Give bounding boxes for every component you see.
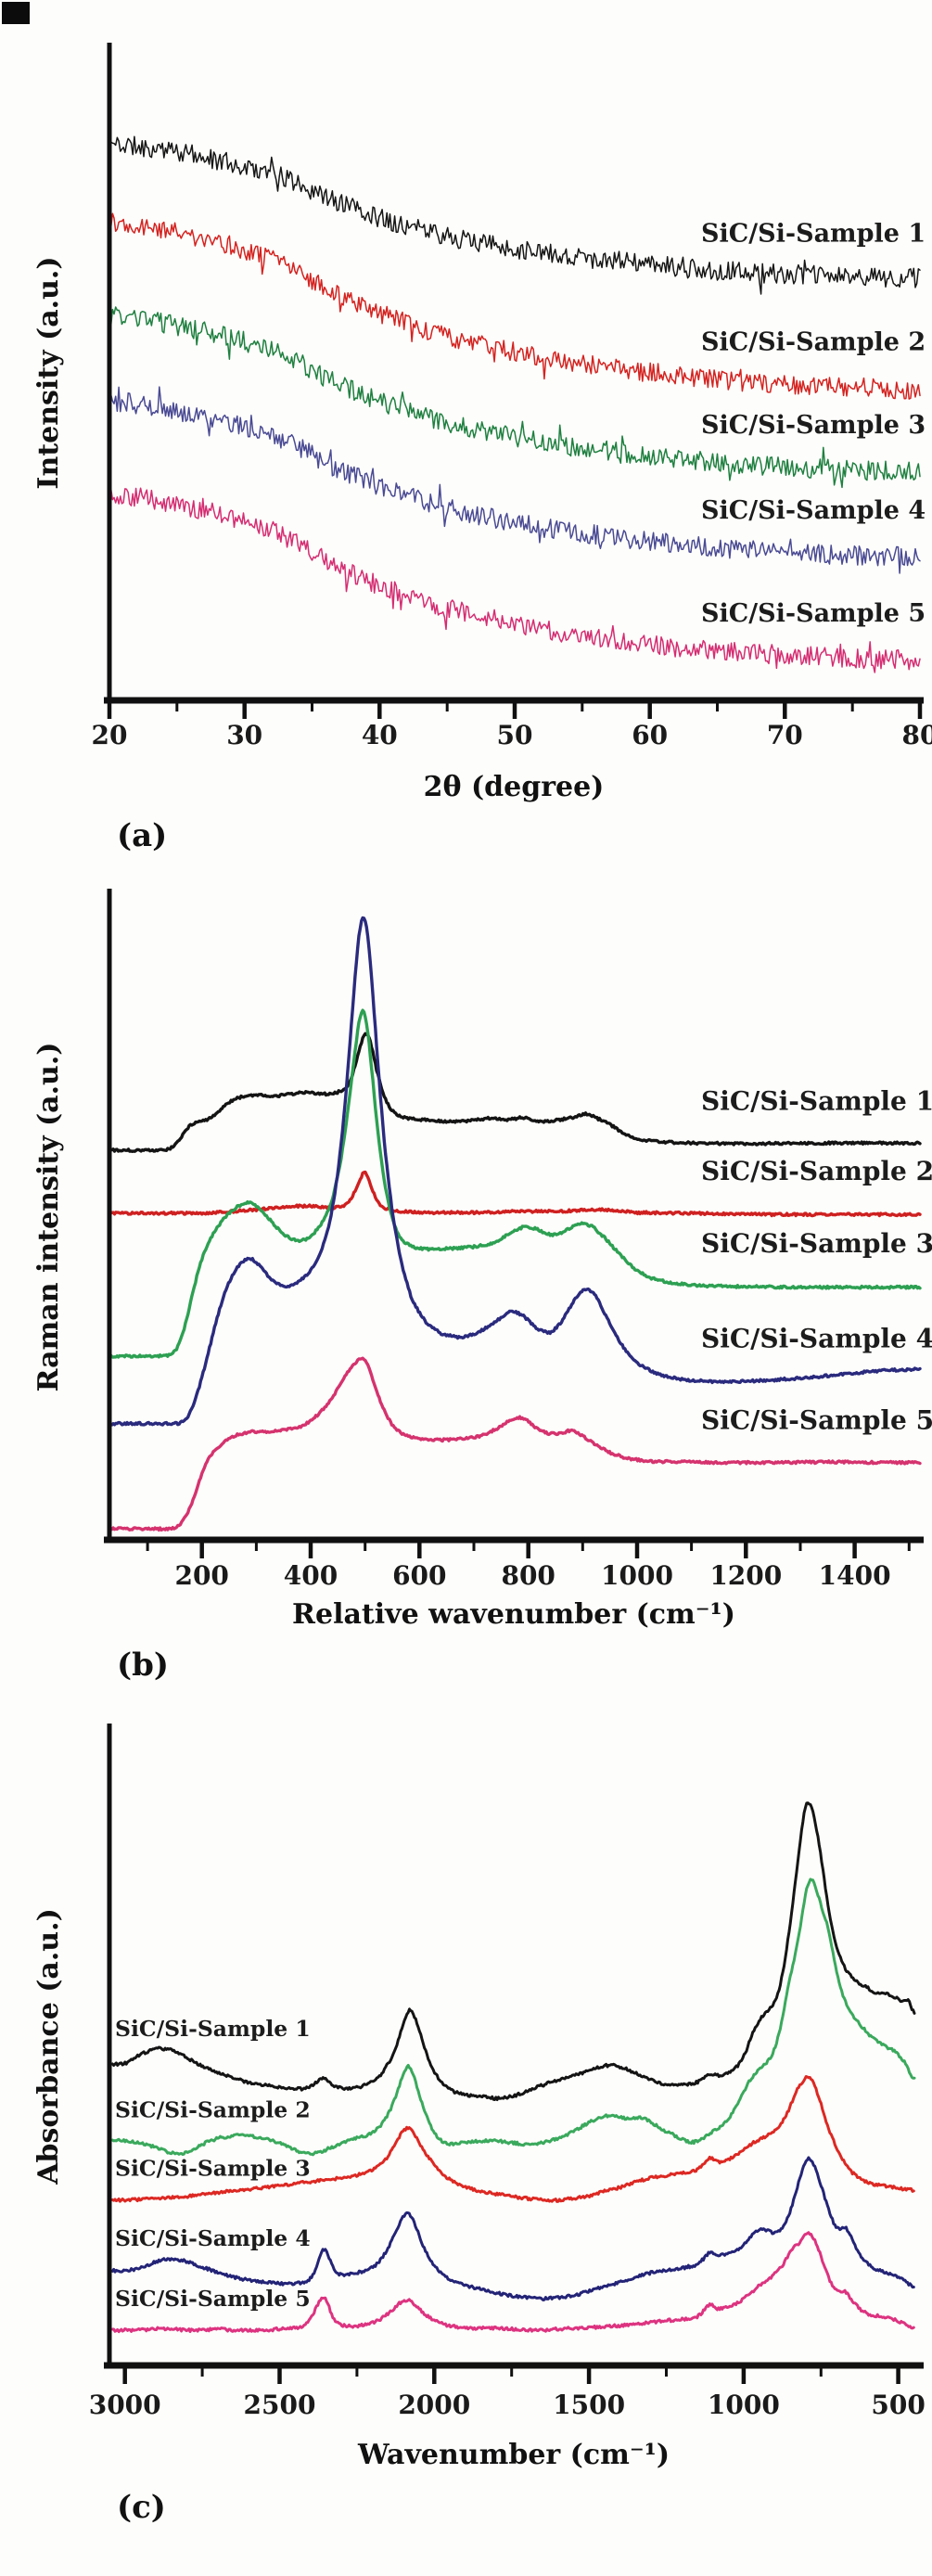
sic-si-sample-5-curve	[110, 2231, 915, 2334]
sic-si-sample-3-label: SiC/Si-Sample 3	[115, 2156, 311, 2182]
panel-c-ticks	[122, 2368, 900, 2384]
sic-si-sample-2-curve	[108, 1170, 922, 1218]
panel-b-xlabel: Relative wavenumber (cm⁻¹)	[292, 1598, 735, 1631]
x-tick-label: 1000	[708, 2390, 780, 2420]
panel-a-ticks	[107, 703, 923, 719]
x-tick-label: 50	[497, 720, 533, 750]
panel-c-ylabel: Absorbance (a.u.)	[32, 1908, 65, 2185]
sic-si-sample-1-curve	[110, 1801, 916, 2101]
panel-a-series	[109, 135, 921, 673]
sic-si-sample-3-curve	[109, 306, 921, 489]
sic-si-sample-5-curve	[109, 485, 921, 673]
sic-si-sample-1-curve	[108, 1032, 922, 1153]
sic-si-sample-5-label: SiC/Si-Sample 5	[701, 599, 926, 628]
x-tick-label: 80	[902, 720, 932, 750]
sic-si-sample-4-curve	[109, 386, 921, 574]
sic-si-sample-1-label: SiC/Si-Sample 1	[701, 219, 926, 248]
sic-si-sample-2-label: SiC/Si-Sample 2	[701, 328, 926, 357]
sic-si-sample-3-label: SiC/Si-Sample 3	[701, 1228, 932, 1259]
x-tick-label: 2000	[398, 2390, 470, 2420]
sic-si-sample-2-curve	[110, 1878, 916, 2157]
panel-a-tick-labels: 20 30 40 50 60 70 80	[92, 720, 932, 750]
panel-c-letter: (c)	[117, 2489, 166, 2526]
x-tick-label: 1000	[601, 1560, 673, 1591]
x-tick-label: 1500	[553, 2390, 625, 2420]
sic-si-sample-4-label: SiC/Si-Sample 4	[115, 2225, 311, 2251]
x-tick-label: 60	[632, 720, 668, 750]
sic-si-sample-5-curve	[108, 1356, 922, 1532]
sic-si-sample-1-label: SiC/Si-Sample 1	[701, 1085, 932, 1116]
panel-a-xlabel: 2θ (degree)	[424, 771, 605, 803]
sic-si-sample-2-label: SiC/Si-Sample 2	[701, 1156, 932, 1186]
x-tick-label: 800	[501, 1560, 555, 1591]
corner-artifact	[2, 2, 30, 24]
panel-c-series	[110, 1801, 916, 2334]
sic-si-sample-5-label: SiC/Si-Sample 5	[701, 1404, 932, 1435]
x-tick-label: 40	[362, 720, 398, 750]
x-tick-label: 600	[392, 1560, 446, 1591]
panel-c-tick-labels: 3000 2500 2000 1500 1000 500	[89, 2390, 926, 2420]
panel-a-ylabel: Intensity (a.u.)	[32, 256, 65, 489]
sic-si-sample-2-curve	[109, 212, 921, 400]
sic-si-sample-3-curve	[110, 2075, 915, 2203]
panel-c-xlabel: Wavenumber (cm⁻¹)	[357, 2439, 670, 2471]
x-tick-label: 400	[284, 1560, 338, 1591]
x-tick-label: 200	[174, 1560, 228, 1591]
panel-b-letter: (b)	[117, 1647, 169, 1684]
x-tick-label: 3000	[89, 2390, 161, 2420]
panel-c-sample-labels: SiC/Si-Sample 1 SiC/Si-Sample 2 SiC/Si-Sam…	[115, 2016, 311, 2312]
panel-b-ticks	[146, 1543, 911, 1558]
sic-si-sample-4-label: SiC/Si-Sample 4	[701, 1324, 932, 1354]
x-tick-label: 2500	[244, 2390, 316, 2420]
sic-si-sample-1-curve	[109, 135, 921, 295]
sic-si-sample-2-label: SiC/Si-Sample 2	[115, 2097, 311, 2123]
x-tick-label: 1200	[709, 1560, 782, 1591]
panel-c: 3000 2500 2000 1500 1000 500 SiC/Si-Sample 1S…	[32, 1724, 926, 2526]
x-tick-label: 500	[871, 2390, 925, 2420]
panel-b-sample-labels: SiC/Si-Sample 1 SiC/Si-Sample 2 SiC/Si-Sam…	[701, 1085, 932, 1435]
panel-b-tick-labels: 200 400 600 800 1000 1200 1400	[174, 1560, 890, 1591]
sic-si-sample-5-label: SiC/Si-Sample 5	[115, 2286, 311, 2312]
sic-si-sample-4-curve	[108, 916, 922, 1427]
sic-si-sample-3-label: SiC/Si-Sample 3	[701, 411, 926, 440]
panel-b-ylabel: Raman intensity (a.u.)	[32, 1042, 65, 1391]
panel-b-series	[108, 916, 922, 1532]
x-tick-label: 70	[767, 720, 803, 750]
x-tick-label: 20	[92, 720, 128, 750]
sic-si-sample-4-curve	[110, 2156, 915, 2301]
panel-a-sample-labels: SiC/Si-Sample 1 SiC/Si-Sample 2 SiC/Si-Sam…	[701, 219, 926, 628]
x-tick-label: 30	[226, 720, 262, 750]
x-tick-label: 1400	[819, 1560, 891, 1591]
panel-a-letter: (a)	[117, 817, 167, 854]
sic-si-sample-1-label: SiC/Si-Sample 1	[115, 2016, 311, 2042]
sic-si-sample-3-curve	[108, 1008, 922, 1359]
sic-si-sample-4-label: SiC/Si-Sample 4	[701, 496, 926, 525]
panel-b: 200 400 600 800 1000 1200 1400 SiC/Si-Sample 1…	[32, 889, 932, 1684]
panel-a: 20 30 40 50 60 70 80 SiC/Si-Sample 1SiC/Si-Sam…	[32, 43, 932, 854]
